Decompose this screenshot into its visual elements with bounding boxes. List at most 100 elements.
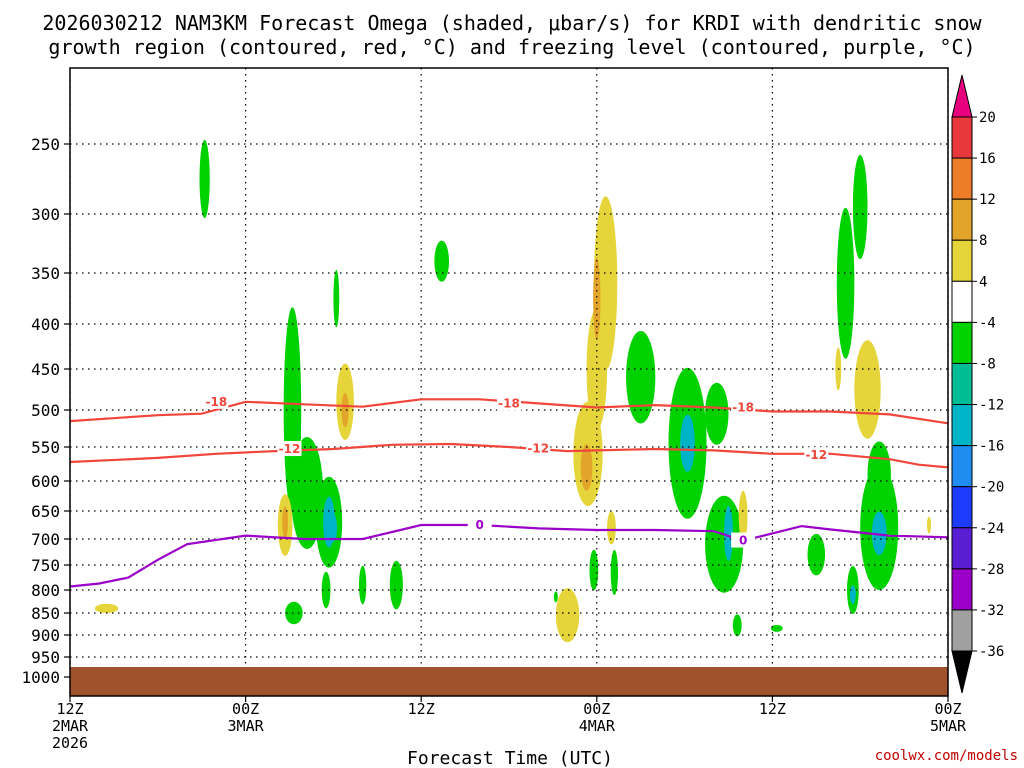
omega-cell [285, 601, 303, 625]
x-tick-label: 12Z [56, 700, 83, 718]
contour-label: -12 [279, 442, 301, 456]
omega-cell [555, 588, 580, 643]
omega-cell [836, 207, 855, 359]
colorbar-bin [951, 486, 973, 529]
colorbar-bin [951, 321, 973, 364]
omega-cell [732, 614, 742, 637]
omega-cell [282, 506, 289, 539]
contour-label-bg [804, 447, 829, 463]
x-tick-label: 00Z [583, 700, 610, 718]
colorbar-bin [951, 568, 973, 611]
y-tick-label: 800 [31, 581, 60, 600]
colorbar-label: -16 [979, 439, 1004, 455]
omega-cell [705, 495, 744, 593]
y-tick-label: 250 [31, 135, 60, 154]
colorbar-bin [951, 116, 973, 159]
omega-cell [359, 565, 367, 605]
omega-cell [199, 139, 210, 219]
contour-label: -18 [498, 396, 520, 410]
chart-title-line1: 2026030212 NAM3KM Forecast Omega (shaded… [42, 11, 982, 35]
colorbar-label: -12 [979, 398, 1004, 414]
colorbar-label: -20 [979, 480, 1004, 496]
x-tick-label: 12Z [408, 700, 435, 718]
y-tick-label: 750 [31, 556, 60, 575]
y-tick-label: 400 [31, 315, 60, 334]
colorbar-label: -28 [979, 562, 1004, 578]
omega-cell [852, 154, 868, 260]
colorbar-bin [951, 527, 973, 570]
omega-cell [849, 585, 856, 604]
omega-cell [290, 437, 324, 549]
contour-label: 0 [476, 518, 484, 532]
omega-cell [680, 414, 695, 472]
plot-area [70, 68, 948, 696]
omega-cell [626, 330, 656, 424]
colorbar-label: 4 [979, 274, 987, 290]
x-tick-label: 00Z [934, 700, 961, 718]
x-tick-label: 2MAR [52, 717, 89, 735]
colorbar-label: 8 [979, 233, 987, 249]
colorbar-label: -4 [979, 315, 996, 331]
y-tick-label: 850 [31, 604, 60, 623]
omega-cell [329, 513, 338, 542]
omega-cell [593, 257, 601, 340]
contour-label-bg [497, 395, 521, 411]
colorbar-bottom-arrow [951, 650, 973, 694]
contour-label-bg [526, 440, 551, 456]
chart-title-line2: growth region (contoured, red, °C) and f… [48, 35, 975, 59]
omega-cell [94, 603, 119, 614]
y-tick-label: 950 [31, 648, 60, 667]
omega-cell [580, 444, 593, 491]
credit-text[interactable]: coolwx.com/models [875, 748, 1018, 764]
omega-cell [926, 516, 931, 534]
terrain-fill [70, 667, 948, 696]
contour-line [69, 442, 949, 469]
colorbar-top-arrow [951, 74, 973, 118]
colorbar-label: -32 [979, 603, 1004, 619]
contour-label-bg [277, 441, 302, 457]
x-tick-label: 4MAR [579, 717, 616, 735]
x-tick-label: 00Z [232, 700, 259, 718]
colorbar-label: 12 [979, 192, 996, 208]
y-tick-label: 550 [31, 438, 60, 457]
y-tick-label: 300 [31, 205, 60, 224]
y-tick-label: 1000 [21, 668, 60, 687]
colorbar-bin [951, 157, 973, 200]
y-tick-label: 350 [31, 264, 60, 283]
contour-label-bg [731, 399, 756, 415]
colorbar-bin [951, 609, 973, 652]
colorbar-label: 16 [979, 151, 996, 167]
colorbar-bin [951, 280, 973, 323]
contour-label: 0 [739, 534, 747, 548]
y-tick-label: 500 [31, 401, 60, 420]
omega-cell [434, 240, 450, 282]
colorbar-bin [951, 239, 973, 282]
y-tick-label: 650 [31, 502, 60, 521]
omega-cell [738, 490, 748, 543]
omega-cell [589, 549, 599, 591]
y-tick-label: 900 [31, 626, 60, 645]
contour-label-bg [204, 393, 229, 409]
omega-cell [854, 340, 881, 439]
plot-background [70, 68, 948, 696]
contour-label: -18 [732, 401, 754, 415]
omega-cell [610, 549, 619, 596]
x-tick-label: 5MAR [930, 717, 967, 735]
colorbar-label: 20 [979, 110, 996, 126]
colorbar: 20 16 12 8 4 -4 -8 -12 -16 -20 -24 -28 -32 -36 [951, 74, 1004, 694]
x-tick-label: 12Z [759, 700, 786, 718]
colorbar-label: -24 [979, 521, 1004, 537]
x-axis-title: Forecast Time (UTC) [407, 748, 613, 768]
omega-cell [807, 533, 826, 576]
omega-cell [333, 269, 340, 328]
y-tick-label: 600 [31, 472, 60, 491]
omega-cell [770, 624, 783, 632]
plot-frame [69, 67, 949, 697]
x-tick-label: 3MAR [228, 717, 265, 735]
colorbar-bin [951, 362, 973, 406]
contour-layer: -18 -18 -18 -12 -12 -12 0 0 [69, 393, 949, 588]
omega-cell [724, 506, 733, 561]
y-axis: 250 300 350 400 450 500 550 600 650 700 750 800 850 9… [21, 135, 70, 687]
